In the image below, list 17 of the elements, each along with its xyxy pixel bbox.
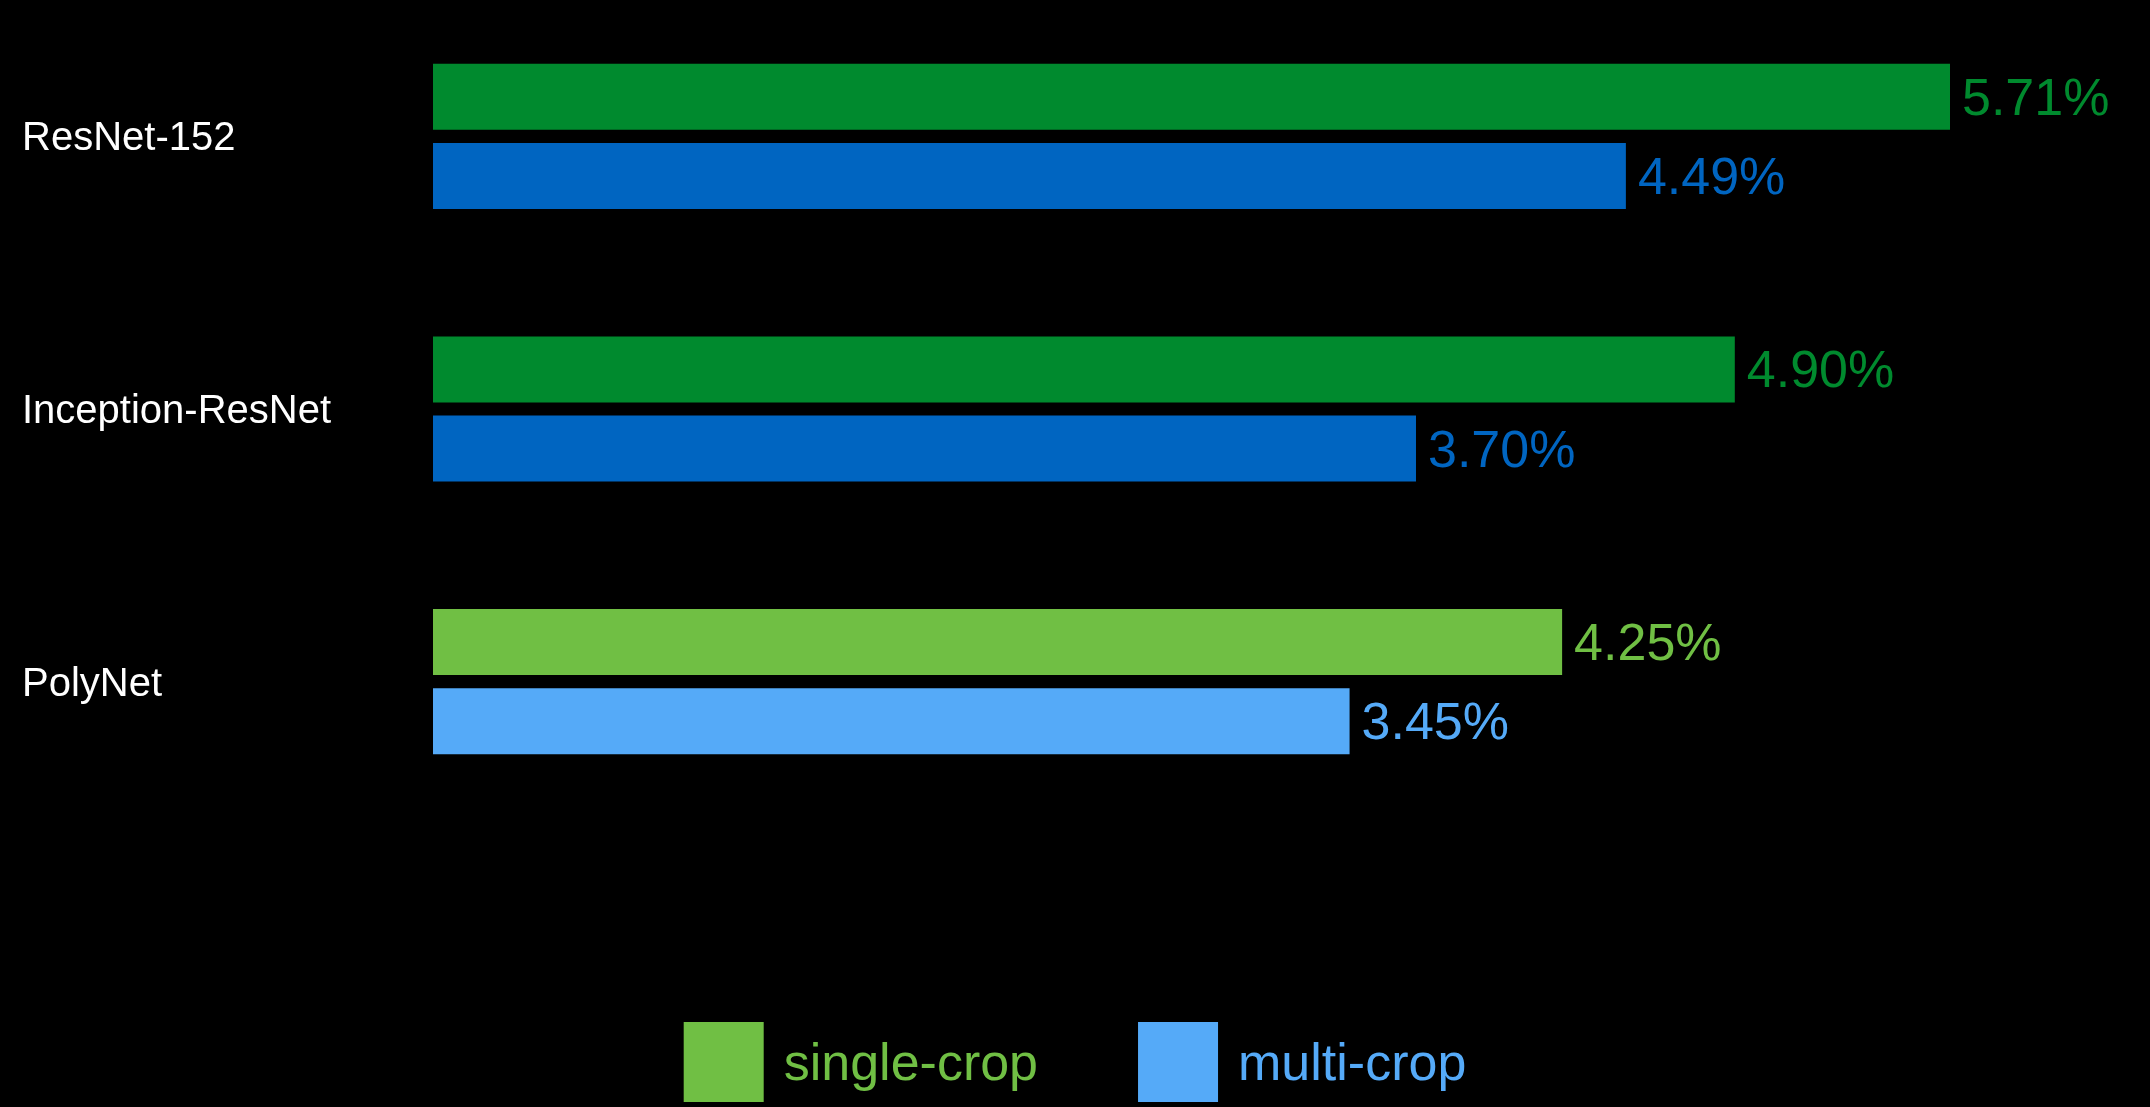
bar bbox=[433, 688, 1350, 755]
y-tick-label: ResNet-152 bbox=[22, 114, 236, 159]
legend-label: multi-crop bbox=[1238, 1033, 1467, 1091]
data-label: 3.70% bbox=[1427, 419, 1576, 478]
data-label: 4.25% bbox=[1574, 613, 1722, 672]
data-label: 5.71% bbox=[1962, 67, 2110, 126]
legend-label: single-crop bbox=[783, 1033, 1039, 1091]
data-label: 4.49% bbox=[1637, 146, 1786, 205]
y-tick-label: Inception-ResNet bbox=[22, 387, 332, 431]
data-label: 3.45% bbox=[1361, 692, 1510, 751]
bar bbox=[433, 336, 1735, 403]
bar bbox=[433, 609, 1563, 676]
data-label: 4.90% bbox=[1746, 340, 1895, 399]
bar bbox=[433, 63, 1950, 130]
bar bbox=[433, 142, 1626, 209]
bar bbox=[433, 415, 1416, 482]
y-tick-label: PolyNet bbox=[22, 659, 163, 704]
